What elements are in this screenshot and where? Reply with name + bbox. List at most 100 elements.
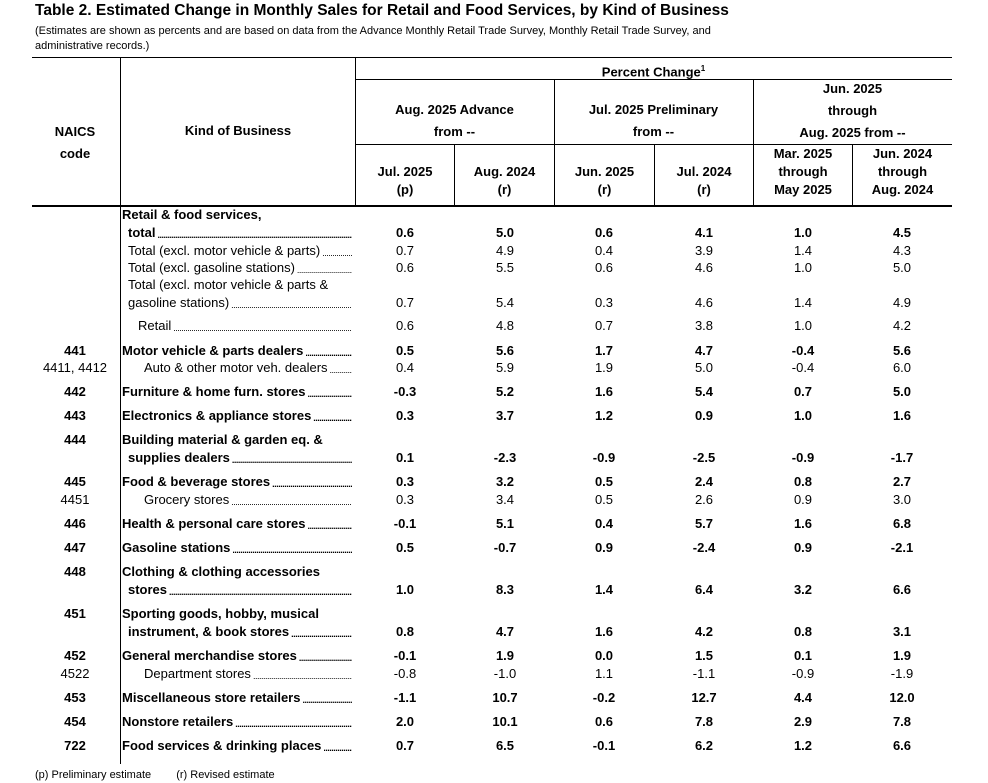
col-divider-group2 [753, 80, 754, 206]
kind-label-line: Clothing & clothing accessories [122, 564, 320, 579]
kind-label-line: Total (excl. motor vehicle & parts & [128, 277, 329, 292]
kind-label-line: stores [128, 582, 168, 597]
value-cell: 0.8 [793, 474, 813, 489]
value-cell: 4.8 [495, 318, 515, 333]
kind-of-business: Total (excl. motor vehicle & parts).....… [122, 242, 354, 260]
leader-dots: ........................................… [307, 389, 352, 399]
col-divider-a [454, 145, 455, 206]
value-cell: 0.3 [395, 408, 415, 423]
value-cell: 4.6 [694, 260, 714, 275]
leader-dots: ........................................… [252, 671, 352, 681]
value-cell: -1.0 [493, 666, 517, 681]
value-cell: 0.1 [395, 450, 415, 465]
naics-code: 447 [64, 540, 86, 555]
value-cell: -0.9 [592, 450, 616, 465]
leader-dots: ........................................… [291, 629, 352, 639]
value-cell: -0.1 [393, 516, 417, 531]
value-cell: -0.8 [393, 666, 417, 681]
value-cell: 0.6 [395, 225, 415, 240]
value-cell: -0.4 [791, 343, 815, 358]
value-cell: 5.6 [495, 343, 515, 358]
kind-label-line: total [128, 225, 156, 240]
value-cell: 0.6 [594, 714, 614, 729]
value-cell: 4.7 [495, 624, 515, 639]
kind-label-line: supplies dealers [128, 450, 230, 465]
leader-dots: ........................................… [305, 348, 352, 358]
value-cell: 6.2 [694, 738, 714, 753]
kind-label-line: Auto & other motor veh. dealers [144, 360, 328, 375]
value-cell: 6.5 [495, 738, 515, 753]
leader-dots: ........................................… [329, 365, 352, 375]
value-cell: 6.8 [892, 516, 912, 531]
col-divider-group1 [554, 80, 555, 206]
kind-label-line: gasoline stations) [128, 295, 230, 310]
value-cell: 4.9 [495, 243, 515, 258]
table-subtitle: (Estimates are shown as percents and are… [35, 25, 711, 52]
value-cell: 4.2 [694, 624, 714, 639]
value-cell: 7.8 [892, 714, 912, 729]
value-cell: 1.9 [594, 360, 614, 375]
kind-label-line: Retail [138, 318, 172, 333]
leader-dots: ........................................… [232, 545, 352, 555]
leader-dots: ........................................… [298, 653, 352, 663]
kind-of-business: Food services & drinking places.........… [122, 737, 354, 755]
value-cell: 0.7 [395, 295, 415, 310]
value-cell: 3.0 [892, 492, 912, 507]
value-cell: 10.1 [492, 714, 518, 729]
value-cell: 1.0 [793, 225, 813, 240]
kind-label-line: Department stores [144, 666, 251, 681]
value-cell: -0.4 [791, 360, 815, 375]
value-cell: 0.4 [594, 243, 614, 258]
value-cell: 0.7 [594, 318, 614, 333]
value-cell: 4.1 [694, 225, 714, 240]
col-divider-kind [355, 57, 356, 206]
value-cell: 3.7 [495, 408, 515, 423]
value-cell: 1.6 [892, 408, 912, 423]
value-cell: 0.6 [594, 260, 614, 275]
subcolumn-rule [355, 144, 952, 145]
value-cell: -1.1 [692, 666, 716, 681]
footnote-preliminary: (p) Preliminary estimate [35, 769, 152, 781]
value-cell: 12.7 [691, 690, 717, 705]
naics-code: 444 [64, 432, 86, 447]
naics-code: 445 [64, 474, 86, 489]
naics-header: NAICS code [54, 124, 96, 161]
value-cell: 0.5 [395, 540, 415, 555]
value-cell: -0.9 [791, 450, 815, 465]
value-cell: 5.7 [694, 516, 714, 531]
value-cell: 3.9 [694, 243, 714, 258]
value-cell: 1.7 [594, 343, 614, 358]
value-cell: 0.8 [395, 624, 415, 639]
value-cell: 5.2 [495, 384, 515, 399]
leader-dots: ........................................… [231, 300, 352, 310]
value-cell: -0.1 [393, 648, 417, 663]
kind-label-line: Grocery stores [144, 492, 230, 507]
kind-of-business: Motor vehicle & parts dealers...........… [122, 342, 354, 360]
kind-label-line: Furniture & home furn. stores [122, 384, 306, 399]
naics-code: 451 [64, 606, 86, 621]
value-cell: 1.1 [594, 666, 614, 681]
kind-label-line: Food services & drinking places [122, 738, 322, 753]
naics-code: 722 [64, 738, 86, 753]
leader-dots: ........................................… [296, 265, 352, 275]
table-title: Table 2. Estimated Change in Monthly Sal… [35, 2, 729, 19]
percent-change-header: Percent Change1 [601, 64, 706, 80]
value-cell: 5.4 [495, 295, 515, 310]
value-cell: 4.4 [793, 690, 813, 705]
leader-dots: ........................................… [323, 743, 352, 753]
kind-label-line: Nonstore retailers [122, 714, 234, 729]
kind-of-business: Department stores.......................… [122, 665, 354, 683]
naics-code: 442 [64, 384, 86, 399]
leader-dots: ........................................… [302, 695, 352, 705]
kind-of-business: Sporting goods, hobby, musical instrument… [122, 605, 354, 641]
kind-of-business: Retail & food services, total............… [122, 206, 354, 242]
group1-header: Aug. 2025 Advance from -- [395, 102, 514, 139]
value-cell: 4.6 [694, 295, 714, 310]
col-header-jun2025: Jun. 2025 (r) [574, 164, 635, 197]
footnotes: (p) Preliminary estimate (r) Revised est… [35, 769, 297, 781]
kind-of-business: Building material & garden eq. & supplies… [122, 431, 354, 467]
kind-header: Kind of Business [184, 123, 292, 138]
value-cell: 4.5 [892, 225, 912, 240]
naics-code: 441 [64, 343, 86, 358]
